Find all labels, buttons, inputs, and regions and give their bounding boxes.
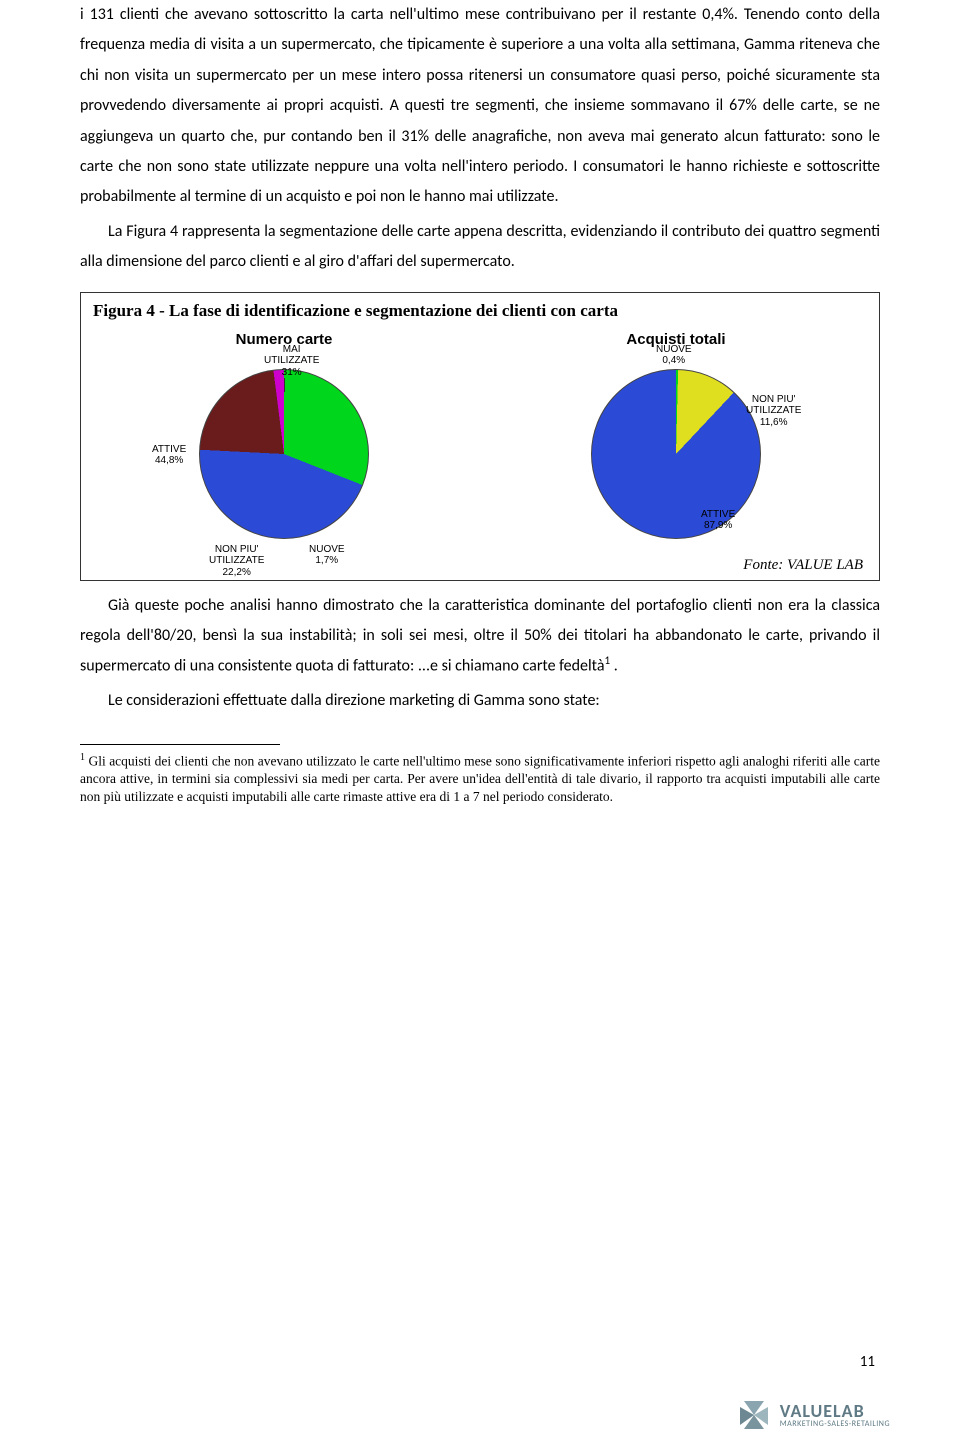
p3-text: Già queste poche analisi hanno dimostrat…	[80, 596, 880, 676]
figure-charts-row: Numero carte MAI UTILIZZATE 31% ATTIVE 4…	[93, 331, 867, 554]
chart2-wrap: NUOVE 0,4% NON PIU' UTILIZZATE 11,6% ATT…	[546, 354, 806, 554]
chart2-label-nonpiu: NON PIU' UTILIZZATE 11,6%	[746, 394, 801, 429]
body-paragraph-2: La Figura 4 rappresenta la segmentazione…	[80, 217, 880, 278]
logo-subtitle: MARKETING-SALES-RETAILING	[780, 1420, 890, 1428]
logo-icon	[736, 1397, 772, 1433]
figure-source: Fonte: VALUE LAB	[743, 557, 863, 574]
chart1-label-attive: ATTIVE 44,8%	[152, 444, 186, 467]
chart-acquisti-totali: Acquisti totali NUOVE 0,4% NON PIU' UTIL…	[485, 331, 867, 554]
p3-tail: .	[610, 657, 618, 676]
logo-text: VALUELAB MARKETING-SALES-RETAILING	[780, 1402, 890, 1428]
footnote-separator	[80, 744, 280, 745]
chart1-pie	[199, 369, 369, 539]
chart2-label-attive: ATTIVE 87,9%	[701, 509, 735, 532]
chart2-pie	[591, 369, 761, 539]
page-number: 11	[860, 1353, 875, 1371]
chart1-leader-mai	[284, 378, 285, 392]
body-paragraph-4: Le considerazioni effettuate dalla direz…	[80, 686, 880, 716]
body-paragraph-1: i 131 clienti che avevano sottoscritto l…	[80, 0, 880, 213]
chart1-label-nonpiu: NON PIU' UTILIZZATE 22,2%	[209, 544, 264, 579]
chart1-label-mai: MAI UTILIZZATE 31%	[264, 344, 319, 379]
chart1-wrap: MAI UTILIZZATE 31% ATTIVE 44,8% NON PIU'…	[154, 354, 414, 554]
chart-numero-carte: Numero carte MAI UTILIZZATE 31% ATTIVE 4…	[93, 331, 475, 554]
body-paragraph-3: Già queste poche analisi hanno dimostrat…	[80, 591, 880, 683]
footnote-text: Gli acquisti dei clienti che non avevano…	[80, 754, 880, 804]
chart1-label-nuove: NUOVE 1,7%	[309, 544, 345, 567]
figure-4: Figura 4 - La fase di identificazione e …	[80, 292, 880, 581]
chart2-label-nuove: NUOVE 0,4%	[656, 344, 692, 367]
figure-title: Figura 4 - La fase di identificazione e …	[93, 301, 867, 321]
footnote-1: 1 Gli acquisti dei clienti che non aveva…	[80, 751, 880, 805]
logo-name: VALUELAB	[780, 1402, 890, 1420]
footer-logo: VALUELAB MARKETING-SALES-RETAILING	[736, 1397, 890, 1433]
footnote-number: 1	[80, 752, 85, 763]
